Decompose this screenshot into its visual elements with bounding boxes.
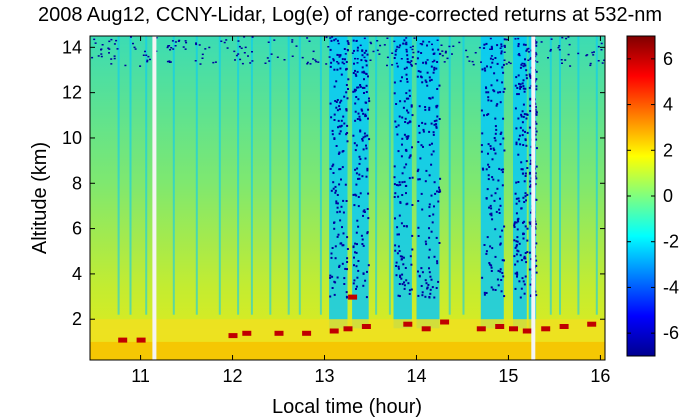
colorbar-ticks: 6 4 2 0 -2 -4 -6 xyxy=(627,49,679,343)
profile-band xyxy=(448,36,451,315)
colorbar-tick-label: 4 xyxy=(663,95,673,115)
clear-column xyxy=(480,36,504,329)
chart-title: 2008 Aug12, CCNY-Lidar, Log(e) of range-… xyxy=(37,4,663,26)
y-tick-label: 14 xyxy=(62,37,82,57)
noise-speckle xyxy=(329,39,350,299)
cloud-return xyxy=(228,333,238,339)
profile-band xyxy=(117,36,120,315)
profile-band xyxy=(172,36,175,315)
x-tick-label: 12 xyxy=(223,366,243,386)
x-tick-label: 15 xyxy=(498,366,518,386)
y-tick-label: 10 xyxy=(62,128,82,148)
x-axis-label: Local time (hour) xyxy=(272,396,422,418)
top-noise xyxy=(91,36,605,67)
cloud-return xyxy=(242,330,252,336)
colorbar-gradient xyxy=(626,35,656,357)
colorbar: 6 4 2 0 -2 -4 -6 xyxy=(626,35,679,357)
cloud-return xyxy=(476,326,486,332)
colorbar-tick-label: 2 xyxy=(663,140,673,160)
colorbar-tick-label: -6 xyxy=(663,323,679,343)
surface-layer-band xyxy=(90,341,605,360)
cloud-return xyxy=(136,337,146,343)
cloud-return xyxy=(348,294,358,300)
profile-band xyxy=(129,36,132,315)
colorbar-tick-label: 6 xyxy=(663,49,673,69)
y-tick-label: 8 xyxy=(72,173,82,193)
boundary-layer xyxy=(90,319,605,360)
noise-speckle xyxy=(416,40,442,299)
y-tick-label: 4 xyxy=(72,264,82,284)
profile-band xyxy=(195,36,198,315)
data-gap-line xyxy=(152,36,157,360)
clear-column xyxy=(416,36,440,329)
profile-band xyxy=(269,36,272,315)
clear-column xyxy=(329,36,348,329)
colorbar-tick-label: -2 xyxy=(663,232,679,252)
cloud-return xyxy=(274,330,284,336)
cloud-return xyxy=(509,326,518,332)
x-tick-label: 16 xyxy=(590,366,610,386)
cloud-return xyxy=(587,321,597,327)
profile-band xyxy=(237,36,240,315)
cloud-return xyxy=(343,326,353,332)
noise-speckle xyxy=(513,43,529,299)
profile-band xyxy=(250,36,253,315)
x-tick-label: 11 xyxy=(131,366,150,386)
profile-band xyxy=(577,36,580,315)
clear-column xyxy=(352,36,369,329)
data-gaps xyxy=(152,36,536,360)
profile-band xyxy=(319,36,322,315)
cloud-return xyxy=(403,321,413,327)
profile-band xyxy=(218,36,221,315)
y-tick-label: 6 xyxy=(72,219,82,239)
cloud-return xyxy=(440,319,450,325)
profile-band xyxy=(595,36,598,315)
colorbar-tick-label: 0 xyxy=(663,186,673,206)
profile-band xyxy=(375,36,378,315)
profile-band xyxy=(462,36,465,315)
y-axis-ticks: 2 4 6 8 10 12 14 xyxy=(62,37,605,329)
cloud-return xyxy=(361,324,371,329)
cloud-return xyxy=(495,324,505,329)
noise-speckle xyxy=(393,39,414,298)
cloud-return xyxy=(302,330,312,336)
x-tick-label: 14 xyxy=(406,366,426,386)
profile-band xyxy=(298,36,301,315)
profile-band xyxy=(549,36,552,315)
cloud-returns xyxy=(118,294,597,343)
x-axis-ticks: 11 12 13 14 15 16 xyxy=(131,36,610,386)
y-tick-label: 2 xyxy=(72,309,82,329)
x-tick-label: 13 xyxy=(314,366,334,386)
profile-band xyxy=(388,36,391,315)
colorbar-tick-label: -4 xyxy=(663,277,679,297)
y-tick-label: 12 xyxy=(62,83,82,103)
profile-band xyxy=(559,36,561,315)
cloud-return xyxy=(522,328,532,334)
cloud-return xyxy=(118,337,128,343)
data-gap-line xyxy=(531,36,536,360)
cloud-return xyxy=(541,326,551,332)
profile-bands xyxy=(91,36,605,329)
cloud-return xyxy=(329,328,339,334)
profile-band xyxy=(287,36,290,315)
noise-speckle xyxy=(480,38,506,298)
heatmap-area xyxy=(90,36,605,360)
cloud-return xyxy=(559,324,569,329)
plot-frame xyxy=(89,35,606,361)
cloud-return xyxy=(421,326,431,332)
y-axis-label: Altitude (km) xyxy=(29,142,51,254)
profile-band xyxy=(145,36,148,315)
